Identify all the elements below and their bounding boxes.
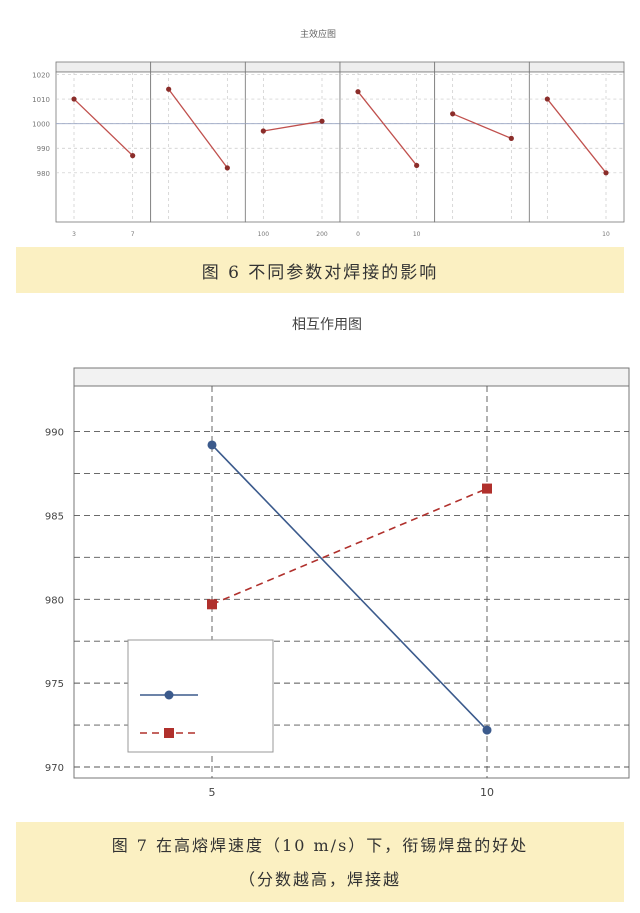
fig7-point-circle (207, 440, 217, 450)
fig6-point (71, 96, 77, 102)
fig7-title: 相互作用图 (292, 317, 362, 333)
interaction-chart: 相互作用图 990 985 980 975 970 5 10 (45, 317, 630, 799)
fig6-panel (150, 61, 246, 223)
fig7-legend-item (140, 690, 198, 700)
fig7-legend-item (140, 728, 198, 738)
fig6-effect-line (263, 120, 323, 132)
fig7-x-tick: 10 (480, 786, 494, 799)
figure7-caption: 图 7 在高熔焊速度（10 m/s）下，衔锡焊盘的好处 （分数越高，焊接越 (16, 822, 624, 902)
fig6-point (544, 96, 550, 102)
fig6-panel-header (244, 61, 341, 73)
fig6-y-tick: 1000 (32, 121, 50, 129)
fig6-point (260, 128, 266, 134)
fig6-y-tick: 1010 (32, 96, 50, 104)
figure7-caption-line1: 图 7 在高熔焊速度（10 m/s）下，衔锡焊盘的好处 (111, 836, 529, 855)
fig6-title: 主效应图 (300, 28, 336, 40)
fig6-effect-line (168, 88, 228, 169)
fig6-panel-frame (434, 71, 530, 223)
fig7-panel-header-box (73, 367, 630, 387)
fig7-legend-box (127, 639, 274, 753)
fig6-point (166, 86, 172, 92)
fig7-legend-items (140, 690, 198, 738)
fig6-effect-line (357, 91, 418, 166)
fig6-x-tick: 3 (72, 231, 76, 238)
fig6-panels: 3 7 100 200 0 10 10 (55, 61, 625, 238)
fig6-panel-frame (339, 71, 436, 223)
fig6-y-tick: 990 (37, 145, 50, 153)
fig6-point (508, 135, 514, 141)
fig6-panel-frame (150, 71, 246, 223)
fig6-point (224, 165, 230, 171)
fig6-panel-header (528, 61, 625, 73)
fig6-panel (434, 61, 530, 223)
fig7-y-tick: 970 (45, 763, 64, 774)
fig7-y-ticks: 990 985 980 975 970 (45, 428, 64, 774)
fig6-x-tick: 10 (413, 231, 421, 238)
fig6-effect-line (73, 98, 134, 157)
fig6-y-tick: 980 (37, 170, 50, 178)
fig6-x-tick: 0 (356, 231, 360, 238)
fig7-x-tick: 5 (209, 786, 216, 799)
fig7-series (207, 440, 492, 735)
fig6-panel-header (434, 61, 530, 73)
fig6-point (355, 89, 361, 95)
fig7-series-group (207, 483, 492, 610)
fig6-point (450, 111, 456, 117)
fig7-point-square (207, 599, 217, 610)
fig7-legend-marker (164, 690, 174, 700)
fig6-y-tick: 1020 (32, 71, 50, 79)
fig6-panel: 10 (528, 61, 625, 238)
fig6-panel: 0 10 (339, 61, 436, 238)
fig6-point (319, 118, 325, 124)
fig6-effect-line (546, 98, 607, 174)
fig6-point (414, 162, 420, 169)
fig6-panel-header (339, 61, 436, 73)
fig6-x-tick: 10 (602, 231, 610, 238)
figure6-caption-text: 图 6 不同参数对焊接的影响 (201, 262, 439, 283)
fig6-panel-header (150, 61, 246, 73)
fig7-series-group (207, 440, 492, 735)
fig6-panel-frame (528, 71, 625, 223)
fig6-panel-frame (244, 71, 341, 223)
fig7-point-square (482, 483, 492, 494)
fig6-x-tick: 100 (258, 231, 270, 238)
fig7-x-ticks: 5 10 (209, 786, 495, 799)
fig6-x-tick: 7 (131, 231, 135, 238)
fig6-panel-header (55, 61, 152, 73)
fig7-legend-marker (164, 728, 174, 738)
fig7-point-circle (482, 725, 492, 735)
fig6-point (603, 170, 609, 176)
figure7-caption-line2: （分数越高，焊接越 (238, 870, 401, 889)
fig7-legend (127, 639, 274, 753)
fig7-y-tick: 990 (45, 428, 64, 439)
fig7-y-tick: 975 (45, 679, 64, 690)
figure6-caption: 图 6 不同参数对焊接的影响 (16, 247, 624, 293)
fig7-series-line (211, 487, 488, 606)
fig6-effect-line (452, 113, 512, 139)
fig6-panel-frame (55, 71, 152, 223)
fig6-x-tick: 200 (316, 231, 328, 238)
fig6-panel: 100 200 (244, 61, 341, 238)
fig7-y-tick: 985 (45, 511, 64, 522)
fig7-y-tick: 980 (45, 595, 64, 606)
fig6-y-ticks: 1020 1010 1000 990 980 (32, 71, 50, 177)
fig7-series-line (211, 444, 488, 731)
fig6-point (130, 153, 136, 159)
